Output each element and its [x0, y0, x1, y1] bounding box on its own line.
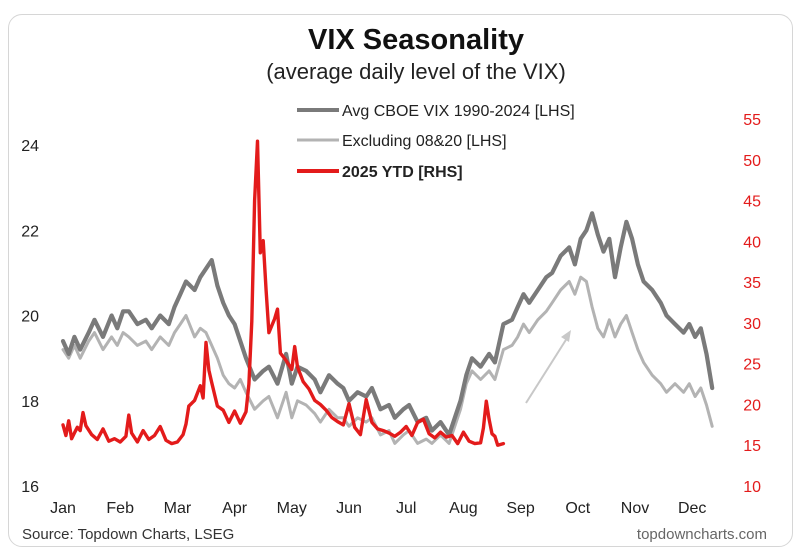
source-note: Source: Topdown Charts, LSEG: [22, 526, 234, 543]
right-tick-label: 50: [743, 153, 761, 170]
x-tick-label: Aug: [449, 500, 477, 517]
arrow-shaft: [525, 334, 570, 404]
legend-label-ytd: 2025 YTD [RHS]: [342, 164, 463, 181]
left-tick-label: 24: [21, 138, 39, 155]
right-tick-label: 25: [743, 357, 761, 374]
chart-svg: VIX Seasonality (average daily level of …: [21, 24, 767, 543]
x-tick-label: Jun: [336, 500, 362, 517]
plot-area: [60, 139, 715, 447]
watermark: topdowncharts.com: [637, 526, 767, 543]
series-line-ytd: [61, 139, 506, 447]
x-tick-label: Feb: [106, 500, 134, 517]
series-line-avg: [60, 211, 715, 437]
x-tick-label: Apr: [222, 500, 248, 517]
right-tick-label: 20: [743, 397, 761, 414]
left-axis: 16 18 20 22 24: [21, 138, 39, 496]
right-tick-label: 15: [743, 438, 761, 455]
x-axis: Jan Feb Mar Apr May Jun Jul Aug Sep Oct Nov Dec: [50, 500, 706, 517]
trend-arrow-annotation: [525, 330, 571, 404]
chart-title: VIX Seasonality: [308, 24, 524, 56]
x-tick-label: Jul: [396, 500, 416, 517]
right-tick-label: 55: [743, 112, 761, 129]
left-tick-label: 20: [21, 309, 39, 326]
x-tick-label: Jan: [50, 500, 76, 517]
x-tick-label: Mar: [164, 500, 192, 517]
legend: Avg CBOE VIX 1990-2024 [LHS] Excluding 0…: [297, 103, 575, 181]
x-tick-label: Dec: [678, 500, 706, 517]
x-tick-label: Oct: [565, 500, 590, 517]
left-tick-label: 16: [21, 479, 39, 496]
series-line-excl: [61, 275, 714, 445]
arrow-head: [561, 330, 571, 342]
right-tick-label: 35: [743, 275, 761, 292]
chart-subtitle: (average daily level of the VIX): [266, 59, 566, 84]
left-tick-label: 18: [21, 394, 39, 411]
legend-label-excl: Excluding 08&20 [LHS]: [342, 133, 507, 150]
x-tick-label: Sep: [506, 500, 535, 517]
right-tick-label: 30: [743, 316, 761, 333]
chart-card: VIX Seasonality (average daily level of …: [8, 14, 793, 547]
right-tick-label: 40: [743, 234, 761, 251]
legend-label-avg: Avg CBOE VIX 1990-2024 [LHS]: [342, 103, 575, 120]
x-tick-label: Nov: [621, 500, 649, 517]
right-tick-label: 10: [743, 479, 761, 496]
x-tick-label: May: [277, 500, 307, 517]
right-axis: 10 15 20 25 30 35 40 45 50 55: [743, 112, 761, 496]
left-tick-label: 22: [21, 223, 39, 240]
right-tick-label: 45: [743, 194, 761, 211]
